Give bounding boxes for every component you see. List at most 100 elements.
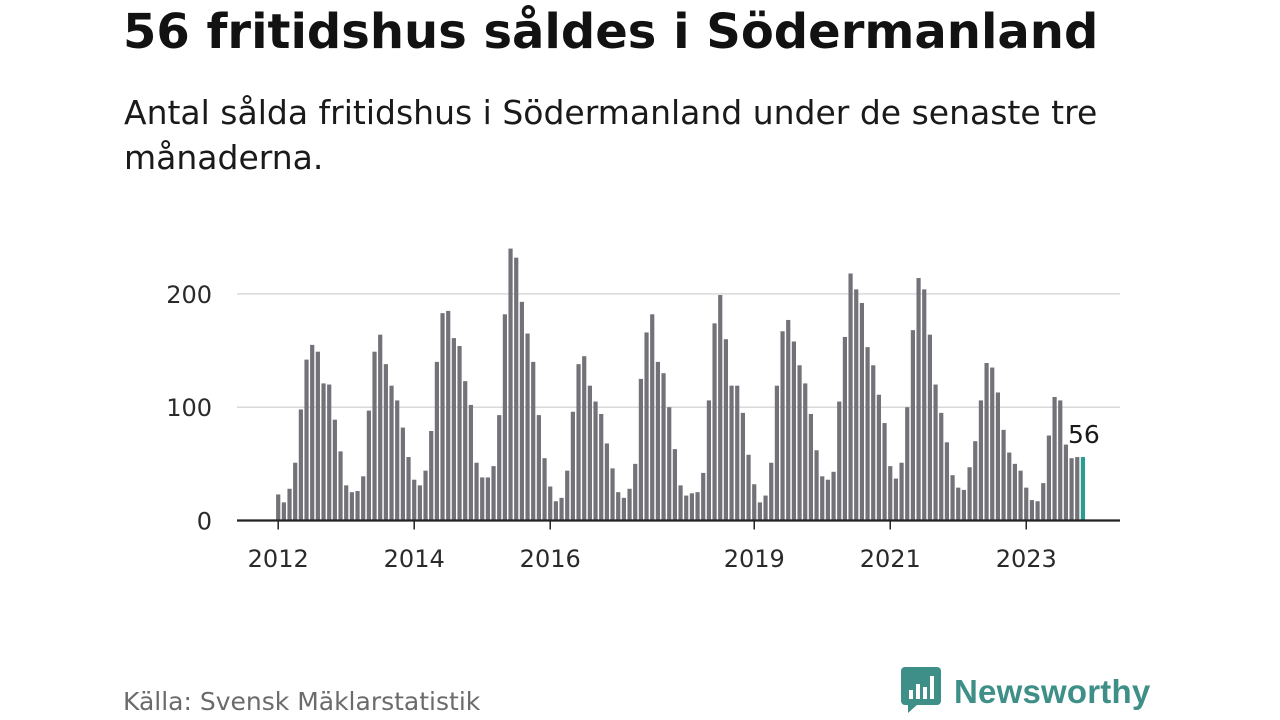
bar <box>1063 444 1069 521</box>
bar <box>769 462 774 521</box>
y-tick-label: 0 <box>197 508 212 536</box>
bar <box>593 401 598 521</box>
bar <box>803 383 808 521</box>
bar <box>865 347 870 521</box>
bar <box>995 392 1001 521</box>
bar <box>984 363 989 521</box>
bar <box>899 462 904 521</box>
bar <box>1041 483 1046 521</box>
bar <box>1024 487 1029 521</box>
x-tick-label: 2023 <box>996 545 1057 573</box>
bar <box>332 419 337 521</box>
bar <box>587 385 592 521</box>
bar <box>434 361 439 521</box>
bar <box>837 401 842 521</box>
bar <box>485 477 490 521</box>
bar <box>468 404 473 521</box>
bar <box>718 295 723 521</box>
bar <box>519 301 524 521</box>
bar <box>808 413 813 521</box>
bar <box>933 384 938 521</box>
bar <box>355 491 360 521</box>
bar <box>383 364 388 521</box>
bar <box>916 278 921 521</box>
bar <box>508 248 513 521</box>
bar <box>627 488 632 521</box>
bar <box>774 385 779 521</box>
bar <box>525 333 530 521</box>
bar <box>480 477 485 521</box>
bar <box>735 385 740 521</box>
bar <box>491 466 496 521</box>
bar <box>446 310 451 521</box>
bar <box>361 476 366 521</box>
bar <box>276 494 281 521</box>
bar <box>695 492 700 521</box>
bar <box>763 495 768 521</box>
x-axis-ticks: 2012 2014 2016 2019 2021 2023 <box>248 520 1057 573</box>
bar <box>944 442 950 521</box>
bar <box>531 361 536 521</box>
bar <box>610 468 615 521</box>
bar <box>310 344 315 521</box>
bar <box>304 359 309 521</box>
bar <box>1035 501 1040 521</box>
bar <box>888 466 893 521</box>
bar <box>366 410 371 521</box>
bar <box>746 454 751 521</box>
bar <box>893 478 899 521</box>
bars <box>276 248 1086 521</box>
bar <box>1069 458 1074 521</box>
bar <box>321 383 326 521</box>
bar <box>684 495 689 521</box>
bar <box>820 476 825 521</box>
y-axis-tick-labels: 0 100 200 <box>166 281 212 536</box>
bar <box>825 479 830 521</box>
bar <box>451 338 456 521</box>
bar <box>457 346 462 521</box>
x-tick-label: 2021 <box>860 545 921 573</box>
bar <box>349 492 354 521</box>
bar <box>786 319 791 521</box>
bar <box>502 314 507 521</box>
bar <box>814 450 819 521</box>
bar <box>293 462 298 521</box>
bar <box>406 457 411 521</box>
chart-subtitle: Antal sålda fritidshus i Södermanland un… <box>124 93 1098 177</box>
bar <box>791 341 796 521</box>
bar <box>667 407 672 521</box>
newsworthy-brand[interactable]: Newsworthy <box>900 667 1151 716</box>
bar <box>950 475 955 521</box>
bar <box>417 485 422 521</box>
source-note: Källa: Svensk Mäklarstatistik <box>123 687 481 716</box>
bar <box>922 289 927 521</box>
x-tick-label: 2014 <box>384 545 445 573</box>
bar <box>553 501 558 521</box>
bar <box>859 302 865 521</box>
bar <box>740 412 745 521</box>
bar <box>604 443 609 521</box>
bar <box>1012 463 1018 521</box>
bar <box>848 273 853 521</box>
bar <box>961 489 967 521</box>
bar <box>389 385 394 521</box>
brand-name: Newsworthy <box>954 673 1151 710</box>
bar <box>910 330 916 521</box>
bar <box>967 467 972 521</box>
x-tick-label: 2019 <box>724 545 785 573</box>
bar <box>372 351 377 521</box>
bar <box>1075 457 1080 521</box>
bar-latest <box>1080 457 1086 521</box>
bar <box>474 462 479 521</box>
bar <box>440 313 445 521</box>
bar <box>338 451 343 521</box>
bar <box>978 400 984 521</box>
bar <box>672 449 677 521</box>
bar <box>797 365 802 521</box>
bar <box>655 361 660 521</box>
bar <box>344 485 349 521</box>
y-tick-label: 100 <box>166 394 212 422</box>
bar <box>956 487 961 521</box>
bar <box>729 385 734 521</box>
